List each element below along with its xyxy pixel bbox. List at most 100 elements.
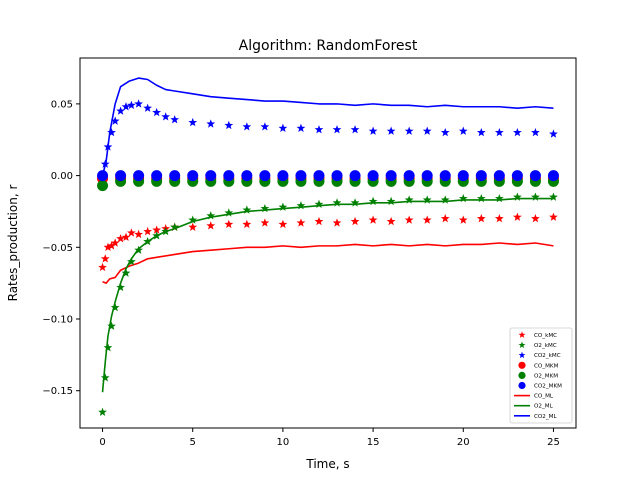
data-point [107,241,116,250]
data-point [121,268,131,277]
data-point [121,102,131,111]
data-point [116,106,125,115]
data-point [458,126,468,135]
data-point [134,245,143,254]
y-tick-label: 0.00 [51,171,73,182]
data-point [98,262,107,272]
data-point [116,282,125,292]
data-point [314,199,324,208]
data-point [368,126,378,135]
data-point [242,219,252,229]
data-point [440,214,450,223]
data-point [188,222,198,231]
legend-swatch [518,331,526,338]
y-axis-label: Rates_production, r [6,185,20,302]
y-axis: −0.15 −0.10 −0.05 0.00 0.05 [42,99,80,397]
data-point [476,127,486,137]
data-point [259,170,271,182]
data-point [493,170,505,182]
data-point [260,122,270,131]
data-point [277,170,289,182]
data-point [133,170,145,182]
data-point [205,170,217,182]
data-point [110,302,120,312]
x-tick-label: 0 [99,437,105,448]
data-point [100,159,110,168]
data-point [242,205,252,214]
chart-title: Algorithm: RandomForest [239,38,418,54]
legend-entry-label: CO_MKM [534,363,559,369]
data-point [97,170,109,182]
data-point [152,225,162,234]
data-point [513,212,522,221]
data-point [143,226,153,236]
data-point [107,127,116,137]
data-point [188,215,198,224]
data-point [314,125,324,134]
data-point [386,196,396,206]
data-point [143,103,153,112]
data-point [531,192,540,201]
series-CO2_ML [101,77,554,176]
data-point [531,127,540,137]
data-point [422,126,432,135]
data-point [549,129,558,138]
legend: CO_kMC O2_kMC CO2_kMC CO_MKM O2_MKM CO2_MKM CO… [509,327,573,424]
data-point [260,203,270,213]
data-point [97,180,109,192]
data-point [476,193,486,203]
data-point [494,127,504,137]
data-point [476,214,486,223]
data-point [127,257,136,266]
data-point [440,127,450,137]
data-point [170,115,180,124]
data-point [332,125,342,134]
legend-swatch [518,381,526,390]
series-line [101,77,554,176]
data-point [386,126,396,135]
data-point [494,193,504,203]
data-point [367,170,379,182]
y-tick-label: −0.10 [42,315,73,326]
data-point [260,218,270,227]
data-point [100,373,110,382]
x-axis: 0 5 10 15 20 25 [99,428,560,448]
data-point [115,170,127,182]
data-point [127,228,136,237]
data-point [296,218,306,227]
legend-swatch [518,361,526,369]
data-point [386,216,396,226]
data-point [511,170,523,182]
data-point [457,170,469,182]
data-point [169,170,181,182]
data-point [475,170,487,182]
data-point [513,127,522,137]
data-point [458,215,468,224]
data-point [422,195,432,204]
data-point [152,231,162,240]
legend-box [509,327,573,424]
data-point [278,219,288,229]
data-point [529,170,541,182]
data-point [494,214,504,223]
data-point [127,100,136,110]
x-tick-label: 5 [190,437,196,448]
data-point [187,170,199,182]
data-point [349,170,361,182]
data-point [110,238,120,247]
data-point [350,125,360,134]
legend-swatch [518,341,526,349]
data-point [161,112,171,121]
data-point [223,170,235,182]
data-point [134,99,143,108]
x-tick-label: 10 [277,437,290,448]
y-tick-label: −0.15 [42,386,73,397]
data-point [404,215,414,224]
series-CO2_MKM [97,170,559,182]
data-point [206,221,216,230]
data-point [224,208,234,217]
legend-entry-label: CO2_kMC [534,353,561,359]
data-point [224,219,234,229]
data-point [314,216,324,226]
data-point [531,214,540,223]
